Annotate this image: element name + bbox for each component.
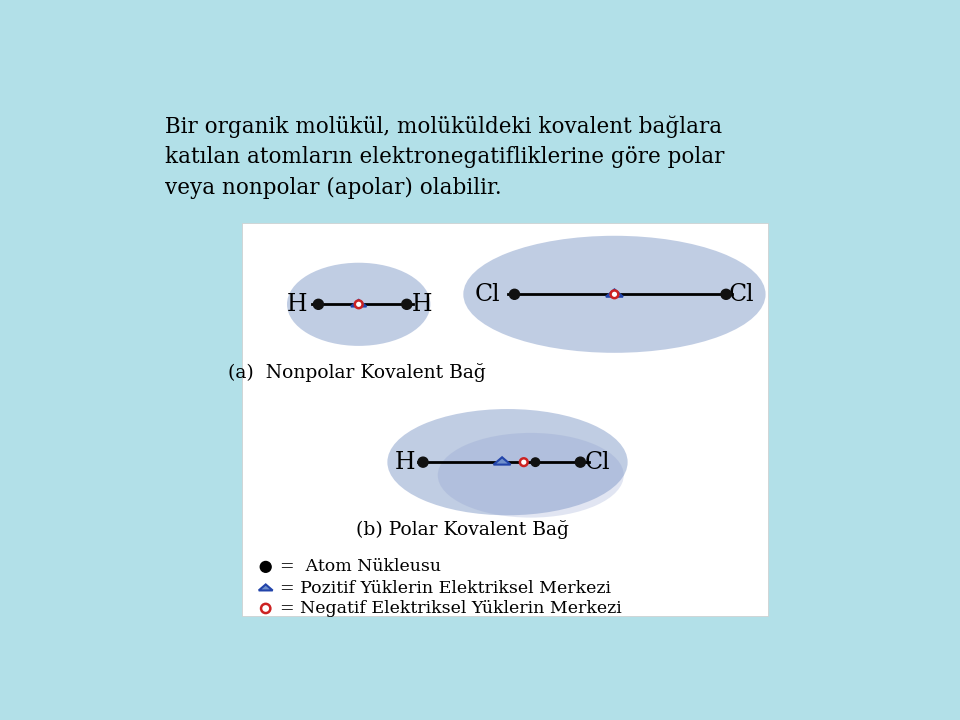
Ellipse shape <box>388 409 628 516</box>
Circle shape <box>531 458 540 467</box>
Circle shape <box>510 289 519 300</box>
Text: H: H <box>286 293 307 316</box>
Circle shape <box>355 300 363 308</box>
Text: Cl: Cl <box>585 451 611 474</box>
Polygon shape <box>351 300 367 307</box>
Text: = Negatif Elektriksel Yüklerin Merkezi: = Negatif Elektriksel Yüklerin Merkezi <box>279 600 621 617</box>
Text: = Pozitif Yüklerin Elektriksel Merkezi: = Pozitif Yüklerin Elektriksel Merkezi <box>279 580 611 597</box>
Text: Bir organik molükül, molüküldeki kovalent bağlara: Bir organik molükül, molüküldeki kovalen… <box>165 116 722 138</box>
Circle shape <box>611 290 618 298</box>
Text: (a)  Nonpolar Kovalent Bağ: (a) Nonpolar Kovalent Bağ <box>228 364 485 382</box>
Text: Cl: Cl <box>474 283 500 306</box>
Polygon shape <box>606 289 623 297</box>
Polygon shape <box>259 585 273 590</box>
Ellipse shape <box>287 263 430 346</box>
FancyBboxPatch shape <box>243 223 768 616</box>
Circle shape <box>721 289 732 300</box>
Text: Cl: Cl <box>729 283 755 306</box>
Ellipse shape <box>464 235 765 353</box>
Circle shape <box>401 300 412 310</box>
Text: H: H <box>395 451 416 474</box>
Circle shape <box>575 457 586 467</box>
Text: H: H <box>412 293 433 316</box>
Ellipse shape <box>438 433 624 518</box>
Circle shape <box>260 562 271 572</box>
Text: =  Atom Nükleusu: = Atom Nükleusu <box>279 559 441 575</box>
Text: (b) Polar Kovalent Bağ: (b) Polar Kovalent Bağ <box>356 521 569 539</box>
Polygon shape <box>493 457 511 464</box>
Circle shape <box>313 300 324 310</box>
Text: katılan atomların elektronegatifliklerine göre polar: katılan atomların elektronegatifliklerin… <box>165 146 725 168</box>
Circle shape <box>261 604 271 613</box>
Circle shape <box>520 459 528 466</box>
Text: veya nonpolar (apolar) olabilir.: veya nonpolar (apolar) olabilir. <box>165 177 501 199</box>
Circle shape <box>418 457 428 467</box>
